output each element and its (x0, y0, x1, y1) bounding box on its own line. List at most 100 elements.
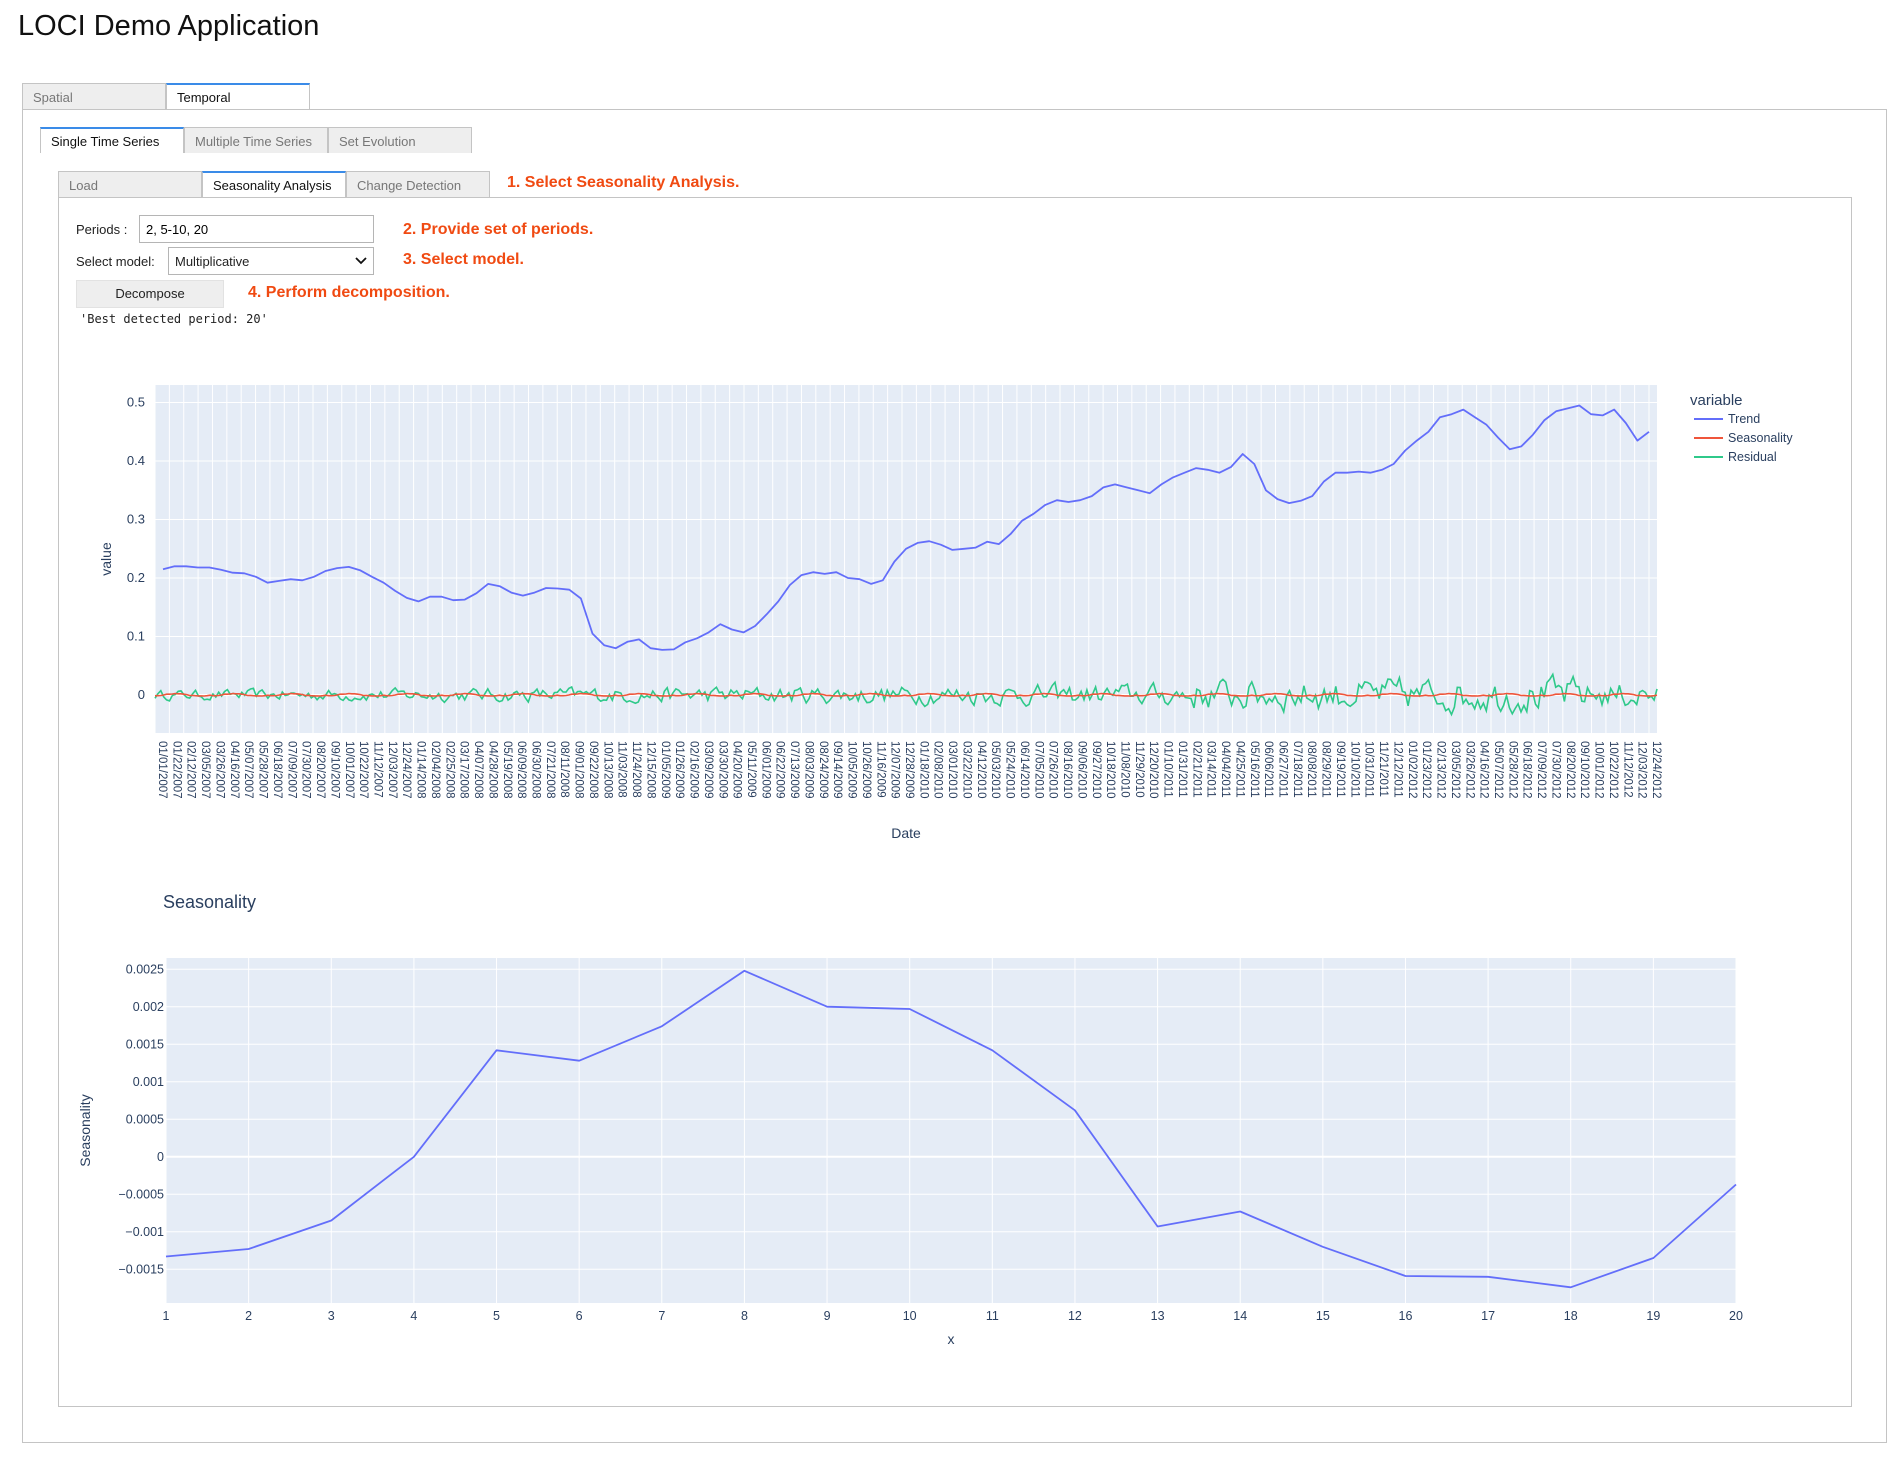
y-tick-label: 0.0005 (126, 1112, 164, 1126)
x-tick-label: 10/18/2010 (1104, 741, 1116, 799)
x-tick-label: 06/06/2011 (1262, 741, 1274, 798)
y-tick-label: 0.001 (133, 1075, 164, 1089)
x-tick-label: 08/11/2008 (558, 741, 570, 798)
x-tick-label: 08/20/2007 (314, 741, 326, 799)
y-tick-label: 0.1 (127, 628, 145, 643)
x-tick-label: 05/24/2010 (1004, 741, 1016, 799)
x-tick-label: 02/13/2012 (1435, 741, 1447, 799)
chevron-down-icon (355, 257, 367, 265)
x-tick-label: 06/14/2010 (1018, 741, 1030, 799)
x-tick-label: 11/03/2008 (616, 741, 628, 798)
tab-change-detection[interactable]: Change Detection (346, 171, 490, 197)
x-tick-label: 09/10/2007 (328, 741, 340, 799)
x-axis-title: Date (891, 825, 921, 841)
legend-item-residual: Residual (1728, 450, 1777, 464)
decompose-button[interactable]: Decompose (76, 280, 224, 308)
x-tick-label: 12/28/2009 (903, 741, 915, 799)
x-tick-label: 03/09/2009 (702, 741, 714, 799)
x-tick-label: 08/08/2011 (1305, 741, 1317, 798)
x-tick-label: 08/24/2009 (817, 741, 829, 799)
annotation-step1: 1. Select Seasonality Analysis. (507, 174, 740, 191)
x-tick-label: 07/09/2007 (285, 741, 297, 799)
x-tick-label: 01/05/2009 (659, 741, 671, 799)
plot-area-decomposition (155, 385, 1657, 733)
x-tick-label: 04/16/2007 (228, 741, 240, 799)
y-tick-label: 0.0025 (126, 962, 164, 976)
x-tick-label: 08/29/2011 (1320, 741, 1332, 798)
x-tick-label: 03/26/2007 (213, 741, 225, 799)
x-tick-label: 04/16/2012 (1478, 741, 1490, 799)
x-tick-label: 04/07/2008 (472, 741, 484, 799)
x-tick-label: 5 (493, 1309, 500, 1323)
x-tick-label: 3 (328, 1309, 335, 1323)
y-tick-label: 0 (157, 1150, 164, 1164)
x-tick-label: 05/11/2009 (745, 741, 757, 798)
periods-input[interactable] (139, 215, 374, 243)
tab-set-evolution[interactable]: Set Evolution (328, 127, 472, 153)
x-tick-label: 16 (1399, 1309, 1413, 1323)
x-tick-label: 09/10/2012 (1578, 741, 1590, 799)
x-tick-label: 03/22/2010 (960, 741, 972, 799)
x-tick-label: 06/18/2007 (271, 741, 283, 799)
x-tick-label: 01/10/2011 (1162, 741, 1174, 798)
seasonality-line (155, 692, 1658, 697)
x-tick-label: 10/05/2009 (846, 741, 858, 799)
tab-single-time-series[interactable]: Single Time Series (40, 127, 184, 153)
x-tick-label: 06/18/2012 (1521, 741, 1533, 799)
x-tick-label: 03/26/2012 (1463, 741, 1475, 799)
x-tick-label: 11/08/2010 (1118, 741, 1130, 798)
annotation-step3: 3. Select model. (403, 251, 524, 268)
tab-multiple-time-series[interactable]: Multiple Time Series (184, 127, 328, 153)
x-tick-label: 12/24/2007 (400, 741, 412, 799)
x-tick-label: 10/31/2011 (1363, 741, 1375, 798)
x-tick-label: 8 (741, 1309, 748, 1323)
x-tick-label: 07/13/2009 (788, 741, 800, 799)
x-tick-label: 09/22/2008 (587, 741, 599, 799)
tab-spatial[interactable]: Spatial (22, 83, 166, 109)
x-tick-label: 03/30/2009 (716, 741, 728, 799)
x-tick-label: 14 (1233, 1309, 1247, 1323)
x-tick-label: 20 (1729, 1309, 1743, 1323)
y-axis-title: value (98, 542, 114, 576)
x-tick-label: 01/23/2012 (1420, 741, 1432, 799)
seasonality-chart-title: Seasonality (163, 892, 256, 912)
x-tick-label: 06/09/2008 (515, 741, 527, 799)
legend-item-seasonality: Seasonality (1728, 431, 1793, 445)
x-tick-label: 10/01/2012 (1593, 741, 1605, 799)
x-tick-label: 10/10/2011 (1348, 741, 1360, 798)
legend-title: variable (1690, 392, 1743, 409)
decomposition-chart: 01/01/2007 01/22/2007 02/12/2007 03/05/2007… (98, 385, 1793, 841)
y-tick-label: 0.5 (127, 395, 145, 410)
x-tick-label: 12 (1068, 1309, 1082, 1323)
x-tick-label: 10/26/2009 (860, 741, 872, 799)
seasonality-series-line (165, 969, 1737, 1289)
y-axis-title: Seasonality (77, 1094, 93, 1166)
x-tick-label: 4 (410, 1309, 417, 1323)
model-label: Select model: (76, 254, 155, 269)
x-tick-label: 10/01/2007 (343, 741, 355, 799)
tab-load[interactable]: Load (58, 171, 202, 197)
inner-tabbar: Load Seasonality Analysis Change Detecti… (58, 171, 490, 197)
x-tick-label: 7 (658, 1309, 665, 1323)
x-tick-label: 18 (1564, 1309, 1578, 1323)
x-tick-label: 01/26/2009 (673, 741, 685, 799)
x-tick-label: 03/05/2012 (1449, 741, 1461, 799)
tab-temporal[interactable]: Temporal (166, 83, 310, 109)
y-tick-label: 0.4 (127, 453, 145, 468)
x-tick-label: 04/12/2010 (975, 741, 987, 799)
x-tick-label: 12/24/2012 (1650, 741, 1662, 799)
x-tick-label: 07/05/2010 (1032, 741, 1044, 799)
tab-seasonality-analysis[interactable]: Seasonality Analysis (202, 171, 346, 197)
y-tick-label: −0.0015 (118, 1262, 164, 1276)
model-select[interactable]: Multiplicative (168, 247, 374, 275)
y-tick-label: 0.2 (127, 570, 145, 585)
x-tick-label: 12/03/2012 (1636, 741, 1648, 799)
x-tick-label: 09/01/2008 (573, 741, 585, 799)
x-tick-label: 03/17/2008 (458, 741, 470, 799)
x-tick-label: 04/28/2008 (486, 741, 498, 799)
x-tick-label: 06/22/2009 (774, 741, 786, 799)
x-tick-label: 02/21/2011 (1190, 741, 1202, 798)
annotation-step2: 2. Provide set of periods. (403, 221, 594, 238)
x-tick-label: 04/25/2011 (1233, 741, 1245, 798)
x-tick-label: 04/20/2009 (731, 741, 743, 799)
